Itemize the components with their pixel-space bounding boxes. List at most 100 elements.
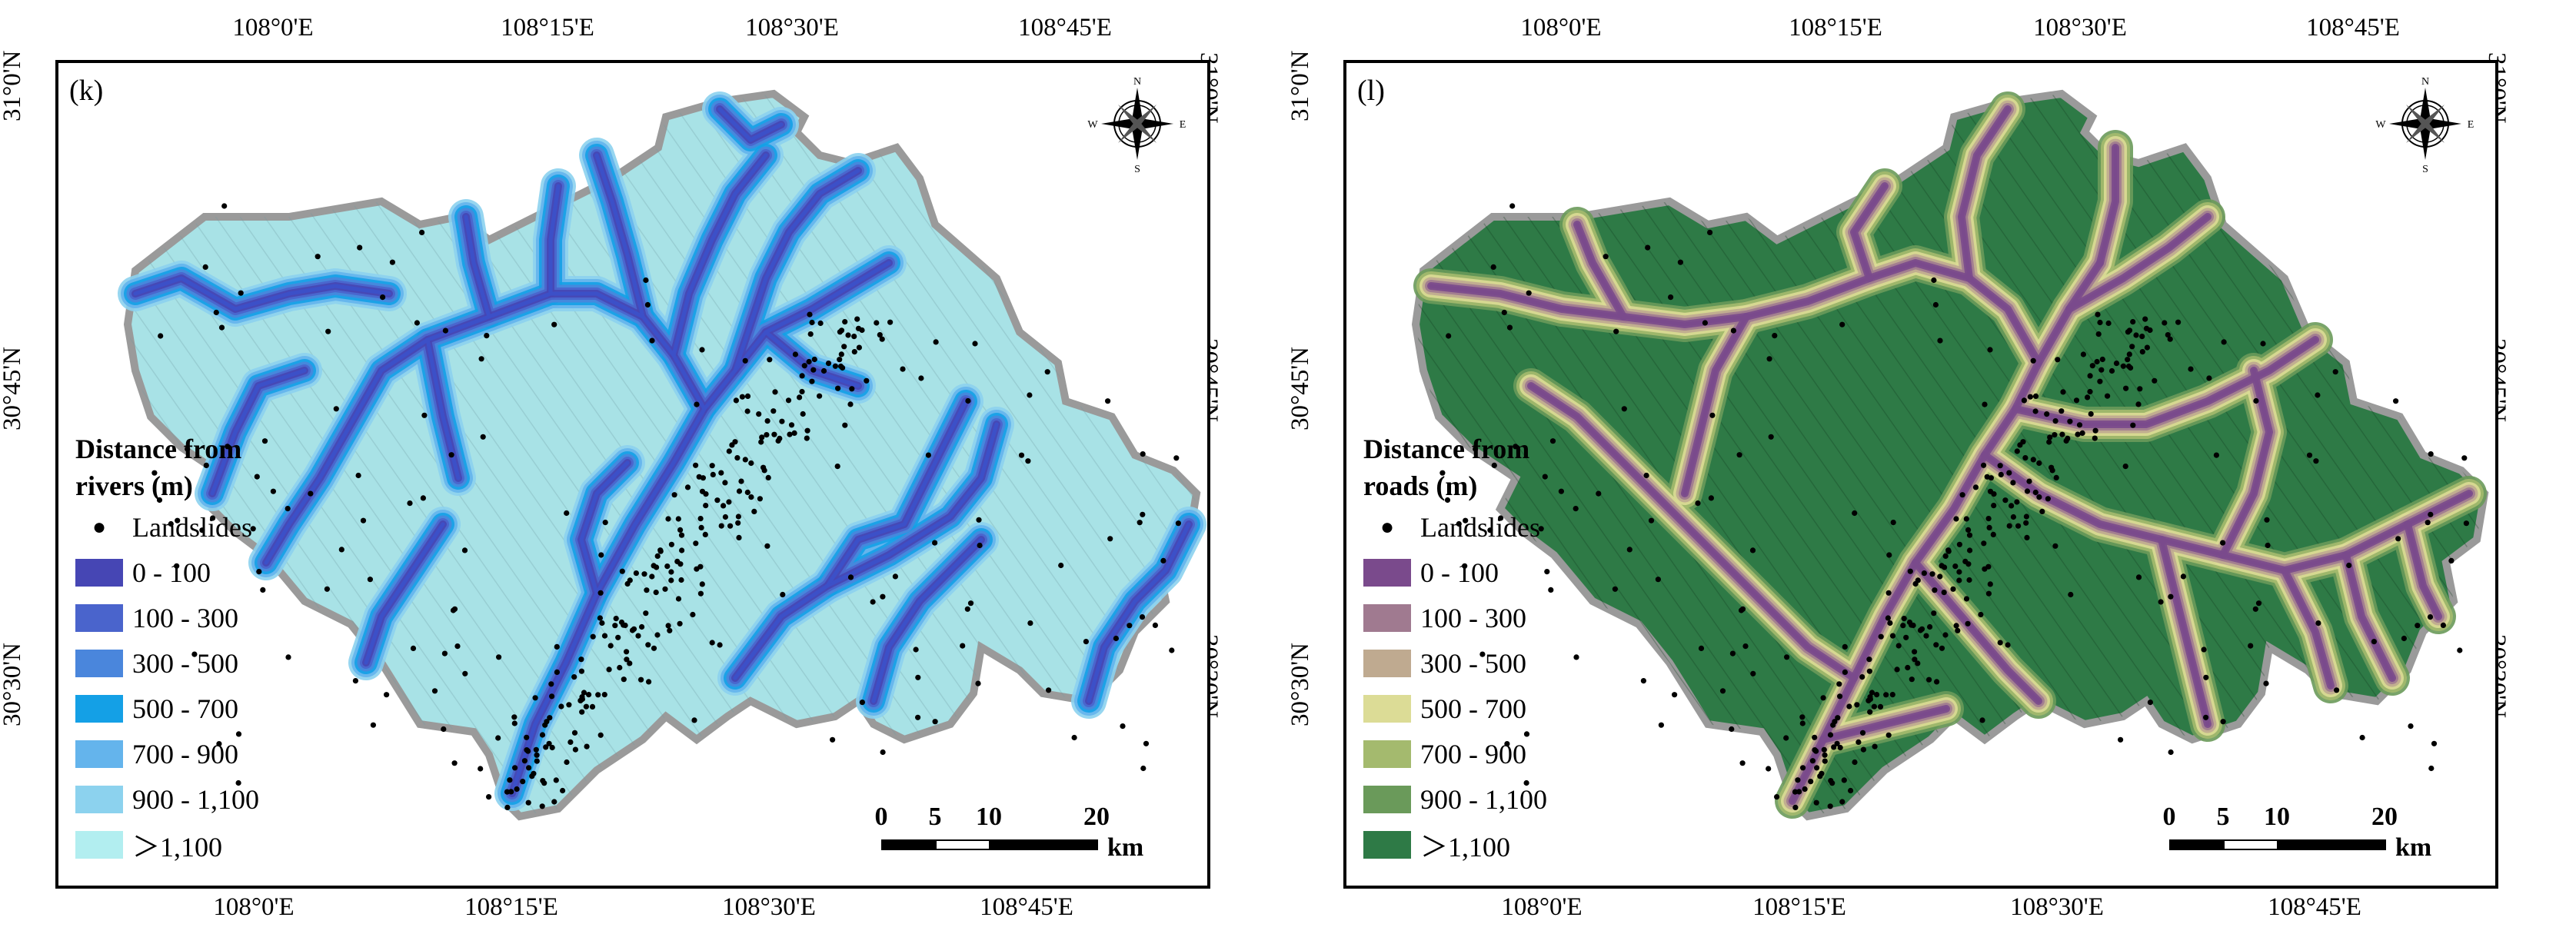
landslide-point [572,746,579,753]
landslide-point [699,347,705,353]
legend-class-row: 900 - 1,100 [75,776,306,822]
landslide-point [1972,484,1979,490]
road-line [1575,222,1626,319]
landslide-point [2039,508,2045,515]
landslide-point [1120,723,1126,730]
landslide-point [1544,569,1550,575]
landslide-point [507,777,513,783]
legend-label: 300 - 500 [132,647,238,679]
landslide-point [2052,418,2058,424]
landslide-point [254,474,260,480]
landslide-point [1909,676,1915,683]
landslide-point [1800,765,1806,771]
landslide-point [1462,563,1468,569]
landslide-point [834,464,840,470]
landslide-point [617,664,623,671]
landslide-point [721,503,727,509]
landslide-point [590,633,596,640]
landslide-point [1912,649,1918,655]
landslide-point [859,327,865,334]
landslide-point [657,548,664,554]
landslide-point [1506,324,1513,331]
landslide-point [2030,457,2036,463]
landslide-point [675,596,682,602]
landslide-point [1986,524,1992,531]
east-label: E [2468,119,2474,131]
landslide-point [1027,392,1033,398]
landslide-point [1987,581,1993,587]
legend-label: ＞1,100 [1420,831,1511,863]
landslide-point [1945,548,1952,554]
landslide-point [520,779,526,785]
landslide-point [877,332,883,338]
landslide-point [1941,590,1947,596]
landslide-point [806,358,812,365]
legend-label: 900 - 1,100 [1420,783,1547,815]
landslide-point [1985,590,1992,597]
landslide-point [764,543,770,549]
legend-class-row: 0 - 100 [1363,550,1594,595]
landslide-point [2152,377,2158,384]
landslide-point [2097,378,2103,384]
landslide-point [486,794,492,800]
landslide-point [1783,735,1789,741]
landslide-point [1832,719,1838,725]
legend-title-line2: rivers (m) [75,470,193,501]
landslide-point [2201,647,2207,653]
landslide-point [714,497,721,504]
landslide-point [1817,773,1823,779]
landslide-point [2264,517,2270,523]
landslide-point [597,590,604,596]
landslide-point [549,693,555,700]
landslide-point [1736,452,1742,458]
landslide-point [859,700,865,706]
landslide-point [735,514,742,520]
lon-tick-top: 108°30'E [745,14,839,42]
landslide-point [1643,472,1649,479]
landslide-point [960,643,966,649]
scale-bar-graphic [2169,839,2386,850]
landslide-point [2053,474,2059,481]
landslide-point [700,475,707,481]
landslide-point [900,366,906,372]
landslide-point [1739,760,1746,766]
landslide-point [2135,574,2142,580]
hillshade-overlay [1416,94,2484,816]
river-line [671,153,768,357]
landslide-point [1152,622,1158,629]
landslide-point [817,320,824,327]
landslide-point [1988,475,1994,481]
legend-swatch [1363,740,1411,768]
landslide-point [606,666,612,673]
landslide-point [1912,580,1919,587]
legend-title-line1: Distance from [1363,434,1530,464]
landslide-point [1742,643,1749,650]
landslide-point [554,669,561,676]
landslide-point [1878,633,1884,640]
scale-unit: km [1107,833,1144,862]
landslide-point [1966,577,1972,583]
landslide-point [1872,743,1878,750]
landslide-point [414,320,420,326]
landslide-point [838,327,845,334]
road-line [2013,337,2318,427]
landslide-point [624,656,630,663]
scale-tick: 20 [2371,803,2398,831]
landslide-point [554,643,560,650]
landslide-point [2126,351,2132,357]
legend-class-row: 700 - 900 [1363,731,1594,776]
landslide-point [2113,361,2120,367]
landslide-point [1444,497,1451,504]
landslide-point [2099,356,2105,363]
landslide-point [2130,422,2136,428]
landslide-point [2032,393,2039,399]
landslide-point [2428,451,2434,457]
legend-swatch [1363,785,1411,813]
landslide-point [2052,432,2058,438]
landslide-point [168,520,174,527]
landslide-point [1835,715,1841,721]
landslide-point [261,438,268,444]
landslide-point [1160,557,1167,564]
landslide-point [1866,668,1872,674]
landslide-point [1939,645,1945,651]
